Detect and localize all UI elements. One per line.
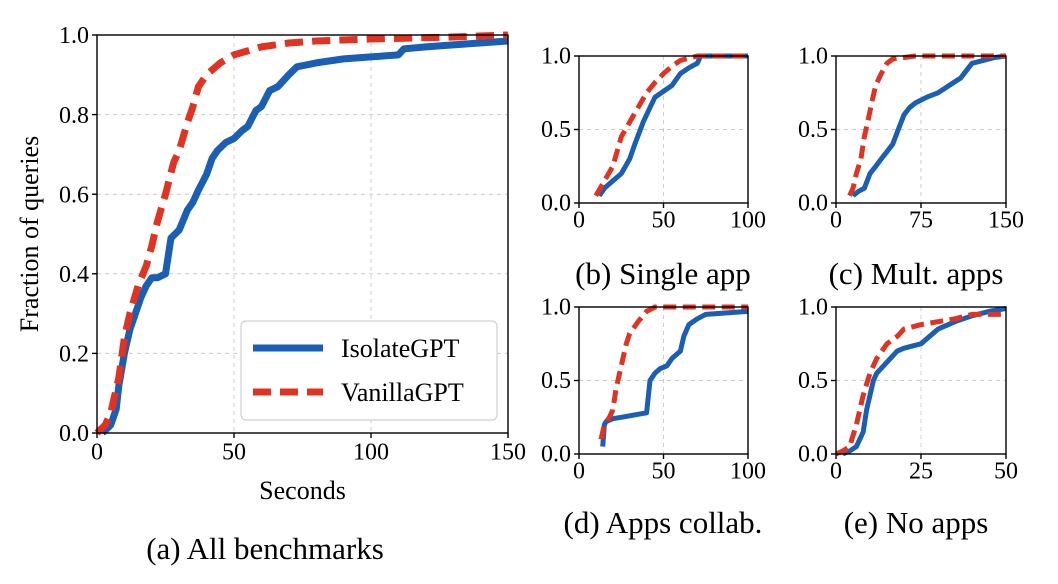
x-tick-label: 100 bbox=[353, 439, 389, 465]
y-tick-label: 0.6 bbox=[59, 182, 89, 208]
series-line-isolategpt bbox=[851, 53, 1007, 198]
subplot-c: 0 75 150 0.0 0.5 1.0 (c) Mult. apps bbox=[798, 43, 1024, 291]
legend: IsolateGPT VanillaGPT bbox=[240, 320, 498, 421]
y-tick-label: 0.0 bbox=[541, 190, 571, 216]
legend-label-isolategpt: IsolateGPT bbox=[341, 334, 460, 363]
caption-a: (a) All benchmarks bbox=[146, 531, 384, 566]
x-tick-label: 100 bbox=[730, 208, 766, 234]
y-tick-label: 1.0 bbox=[541, 43, 571, 69]
y-tick-label: 1.0 bbox=[541, 294, 571, 320]
y-tick-label: 0.2 bbox=[59, 342, 89, 368]
series-line-isolategpt bbox=[597, 53, 748, 198]
legend-label-vanillagpt: VanillaGPT bbox=[341, 378, 464, 407]
plot-frame bbox=[96, 34, 509, 434]
x-tick-label: 50 bbox=[652, 208, 676, 234]
y-tick-label: 0.5 bbox=[798, 117, 828, 143]
x-tick-label: 0 bbox=[573, 459, 585, 485]
x-axis-label: Seconds bbox=[259, 476, 346, 505]
y-tick-label: 0.0 bbox=[541, 441, 571, 467]
y-axis-label: Fraction of queries bbox=[15, 136, 44, 332]
y-tick-label: 0.0 bbox=[59, 421, 89, 447]
series-line-vanillagpt bbox=[835, 311, 1006, 457]
x-tick-label: 0 bbox=[830, 208, 842, 234]
caption-c: (c) Mult. apps bbox=[829, 256, 1004, 291]
x-tick-label: 0 bbox=[91, 439, 103, 465]
y-tick-label: 0.0 bbox=[798, 190, 828, 216]
y-tick-label: 0.0 bbox=[798, 441, 828, 467]
x-tick-label: 0 bbox=[573, 208, 585, 234]
x-tick-label: 50 bbox=[994, 459, 1018, 485]
series-line-vanillagpt bbox=[847, 53, 1006, 197]
x-tick-label: 150 bbox=[988, 208, 1024, 234]
series-line-vanillagpt bbox=[94, 31, 509, 436]
series-line-vanillagpt bbox=[598, 304, 748, 440]
y-tick-label: 0.5 bbox=[541, 117, 571, 143]
x-tick-label: 100 bbox=[730, 459, 766, 485]
series-line-isolategpt bbox=[600, 308, 749, 447]
y-tick-label: 1.0 bbox=[59, 23, 89, 49]
x-tick-label: 25 bbox=[909, 459, 933, 485]
y-tick-label: 0.8 bbox=[59, 103, 89, 129]
x-tick-label: 50 bbox=[652, 459, 676, 485]
y-tick-label: 0.4 bbox=[59, 262, 89, 288]
y-tick-label: 0.5 bbox=[798, 368, 828, 394]
caption-b: (b) Single app bbox=[575, 256, 751, 291]
x-tick-label: 75 bbox=[909, 208, 933, 234]
subplot-d: 0 50 100 0.0 0.5 1.0 (d) Apps collab. bbox=[541, 294, 766, 540]
series-line-isolategpt bbox=[841, 306, 1007, 457]
x-tick-label: 0 bbox=[830, 459, 842, 485]
series-line-isolategpt bbox=[100, 37, 509, 436]
caption-d: (d) Apps collab. bbox=[564, 505, 763, 540]
x-tick-label: 150 bbox=[490, 439, 526, 465]
subplot-b: 0 50 100 0.0 0.5 1.0 (b) Single app bbox=[541, 43, 766, 291]
y-tick-label: 0.5 bbox=[541, 368, 571, 394]
x-tick-label: 50 bbox=[222, 439, 246, 465]
caption-e: (e) No apps bbox=[844, 505, 989, 540]
subplot-e: 0 25 50 0.0 0.5 1.0 (e) No apps bbox=[798, 294, 1018, 540]
y-tick-label: 1.0 bbox=[798, 43, 828, 69]
y-tick-label: 1.0 bbox=[798, 294, 828, 320]
subplot-a: 0 50 100 150 0.0 0.2 0.4 0.6 0.8 1.0 Seconds Fracti… bbox=[15, 23, 526, 566]
series-line-vanillagpt bbox=[593, 53, 748, 197]
